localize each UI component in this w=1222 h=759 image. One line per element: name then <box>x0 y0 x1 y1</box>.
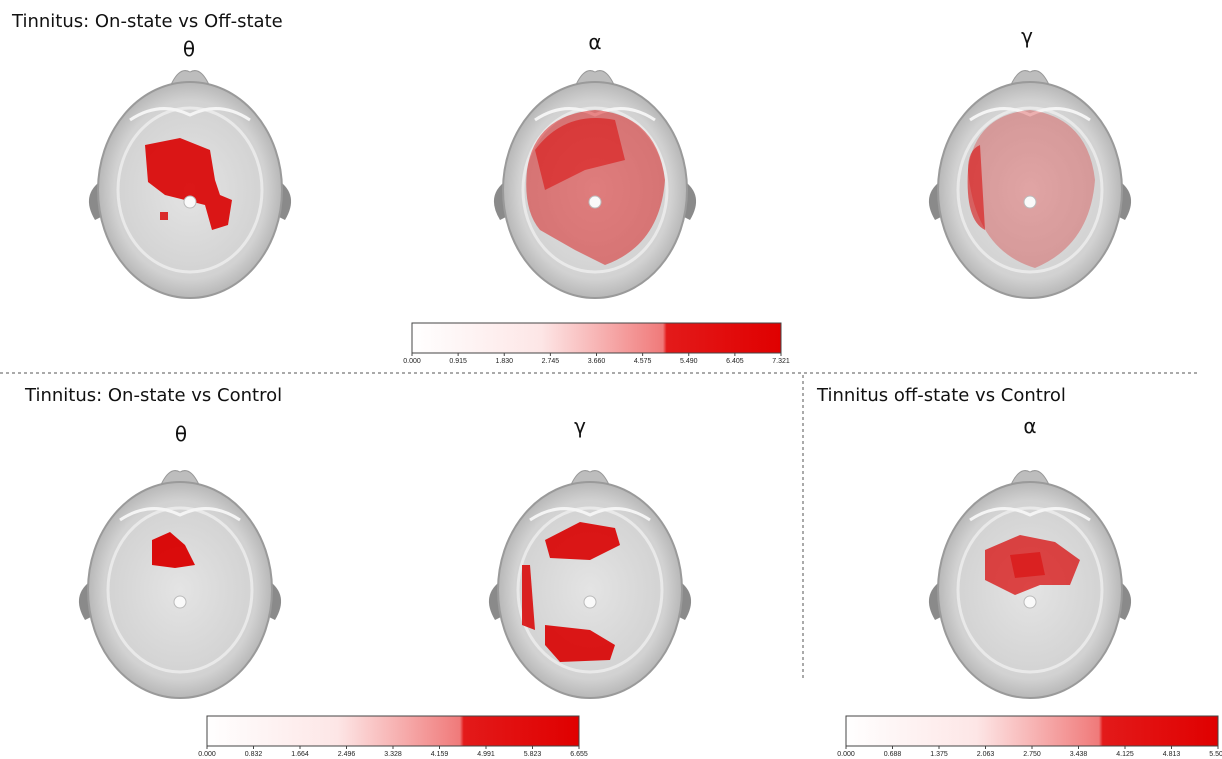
colorbar-tick-label: 7.321 <box>772 358 790 365</box>
colorbar-tick-label: 4.159 <box>431 751 449 758</box>
panel-title: Tinnitus: On-state vs Control <box>24 385 282 406</box>
colorbar-tick-label: 3.660 <box>588 358 606 365</box>
center <box>1024 596 1036 608</box>
head-map <box>929 471 1131 698</box>
colorbar-tick-label: 1.664 <box>291 751 309 758</box>
activation <box>1010 552 1045 578</box>
colorbar-tick-label: 5.500 <box>1209 751 1222 758</box>
colorbar-tick-label: 4.813 <box>1163 751 1181 758</box>
colorbar-tick-label: 0.832 <box>245 751 263 758</box>
colorbar <box>412 323 781 353</box>
colorbar-tick-label: 5.490 <box>680 358 698 365</box>
head-map <box>494 71 696 298</box>
colorbar-tick-label: 0.915 <box>449 358 467 365</box>
center <box>1024 196 1036 208</box>
colorbar-tick-label: 6.405 <box>726 358 744 365</box>
colorbar-tick-label: 0.688 <box>884 751 902 758</box>
colorbar-tick-label: 2.745 <box>542 358 560 365</box>
figure: Tinnitus: On-state vs Off-state Tinnitus… <box>0 0 1222 759</box>
center <box>589 196 601 208</box>
panel-title: Tinnitus: On-state vs Off-state <box>11 11 283 32</box>
band-label: γ <box>1021 24 1033 48</box>
center <box>174 596 186 608</box>
colorbar-tick-label: 3.438 <box>1070 751 1088 758</box>
center <box>184 196 196 208</box>
band-label: α <box>1023 414 1036 438</box>
head-map <box>79 471 281 698</box>
colorbar-tick-label: 5.823 <box>524 751 542 758</box>
colorbar-tick-label: 0.000 <box>198 751 216 758</box>
colorbar-tick-label: 4.125 <box>1116 751 1134 758</box>
band-label: γ <box>574 414 586 438</box>
colorbar-tick-label: 2.063 <box>977 751 995 758</box>
colorbar-tick-label: 1.830 <box>495 358 513 365</box>
head-map <box>89 71 291 298</box>
colorbar <box>207 716 579 746</box>
band-label: θ <box>175 422 187 446</box>
band-label: θ <box>183 37 195 61</box>
colorbar-tick-label: 0.000 <box>403 358 421 365</box>
panel-title: Tinnitus off-state vs Control <box>816 385 1066 406</box>
colorbar-tick-label: 2.496 <box>338 751 356 758</box>
colorbar-tick-label: 1.375 <box>930 751 948 758</box>
activation <box>160 212 168 220</box>
head-map <box>929 71 1131 298</box>
head-map <box>489 471 691 698</box>
band-label: α <box>588 30 601 54</box>
colorbar-tick-label: 2.750 <box>1023 751 1041 758</box>
colorbar-tick-label: 3.328 <box>384 751 402 758</box>
center <box>584 596 596 608</box>
colorbar-tick-label: 4.575 <box>634 358 652 365</box>
colorbar-tick-label: 0.000 <box>837 751 855 758</box>
colorbar <box>846 716 1218 746</box>
colorbar-tick-label: 4.991 <box>477 751 495 758</box>
colorbar-tick-label: 6.655 <box>570 751 588 758</box>
